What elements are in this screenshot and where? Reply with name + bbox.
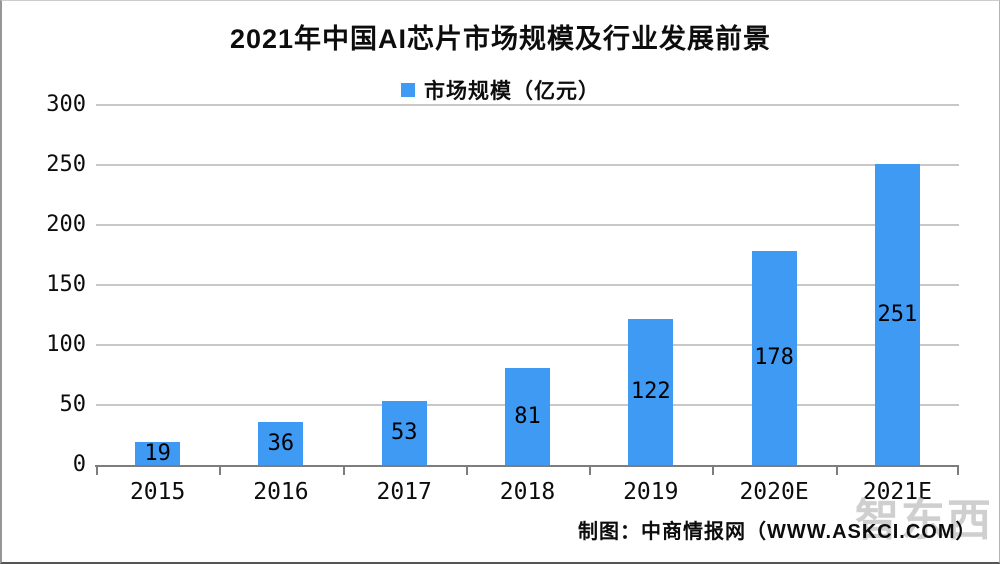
gridline-200 [96, 224, 959, 226]
x-axis-tick [96, 465, 98, 475]
y-axis-tick-label: 150 [46, 272, 86, 297]
y-axis-tick-label: 50 [59, 392, 87, 417]
y-axis-tick-label: 200 [46, 212, 86, 237]
bar-value-label: 36 [267, 430, 295, 456]
legend: 市场规模（亿元） [2, 75, 999, 105]
y-axis-tick-label: 0 [72, 452, 86, 477]
bar-2019: 122 [628, 319, 674, 465]
y-axis-tick-label: 100 [46, 332, 86, 357]
x-axis-category-label: 2020E [739, 479, 809, 505]
bar-2020E: 178 [751, 251, 797, 465]
gridline-300 [96, 104, 959, 106]
legend-label: 市场规模（亿元） [424, 80, 600, 103]
bar-2015: 19 [135, 440, 181, 466]
gridline-100 [96, 344, 959, 346]
y-axis-tick-label: 250 [46, 152, 86, 177]
x-axis-category-label: 2018 [499, 479, 556, 505]
x-axis-category-label: 2015 [129, 479, 186, 505]
bar-2016: 36 [258, 422, 304, 465]
bar-2021E: 251 [874, 164, 920, 465]
bar-2018: 81 [505, 368, 550, 465]
bar-2017: 53 [381, 401, 427, 465]
bar-value-label: 81 [514, 403, 541, 429]
source-credit: 制图：中商情报网（WWW.ASKCI.COM） [578, 521, 977, 543]
x-axis-tick [342, 465, 345, 475]
watermark-logo: 智东西 [855, 496, 993, 545]
x-axis-tick [835, 465, 838, 475]
bar-value-label: 53 [390, 420, 418, 445]
bar-value-label: 251 [877, 301, 918, 327]
x-axis-category-label: 2016 [253, 479, 309, 505]
gridline-250 [96, 164, 959, 166]
legend-swatch-icon [401, 83, 415, 97]
plot-area: 0 50 100 150 200 250 300 19 36 53 81 122 178 251 2015 2… [46, 92, 959, 505]
x-axis-tick [465, 465, 468, 475]
x-axis-category-label: 2017 [376, 479, 432, 505]
x-axis-tick [712, 465, 715, 475]
x-axis-tick [219, 465, 222, 475]
gridline-150 [96, 284, 959, 286]
x-axis-category-label: 2021E [862, 479, 932, 505]
y-axis-tick-label: 300 [46, 92, 86, 117]
x-axis-category-label: 2019 [623, 479, 679, 505]
chart-title: 2021年中国AI芯片市场规模及行业发展前景 [229, 24, 772, 54]
bar-value-label: 122 [630, 379, 671, 404]
x-axis-line [95, 465, 959, 467]
x-axis-tick [957, 465, 959, 475]
bar-value-label: 19 [144, 440, 171, 466]
x-axis-tick [589, 465, 592, 475]
bar-value-label: 178 [754, 345, 794, 370]
